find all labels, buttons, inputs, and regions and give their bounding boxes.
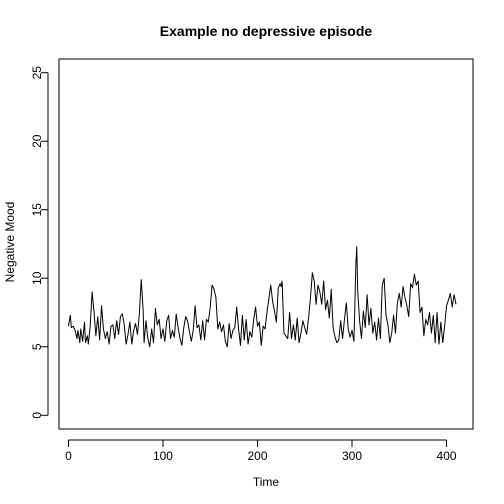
y-axis: 0 5 10 15 20 25 [30,66,49,419]
series-layer [67,246,457,348]
x-axis: 0 100 200 300 400 [65,439,457,463]
y-tick-label: 20 [30,134,44,148]
series-line-0 [67,246,457,348]
chart-title: Example no depressive episode [160,23,373,39]
y-tick-label: 5 [30,343,44,350]
plot-frame [58,58,474,430]
y-tick-label: 25 [30,66,44,80]
y-tick-label: 10 [30,271,44,285]
x-tick-label: 100 [153,449,173,463]
x-tick-label: 200 [247,449,267,463]
y-tick-label: 0 [30,412,44,419]
y-axis-label: Negative Mood [3,202,17,283]
x-axis-label: Time [253,475,280,489]
x-tick-label: 0 [65,449,72,463]
x-tick-label: 300 [342,449,362,463]
x-tick-label: 400 [437,449,457,463]
y-tick-label: 15 [30,203,44,217]
